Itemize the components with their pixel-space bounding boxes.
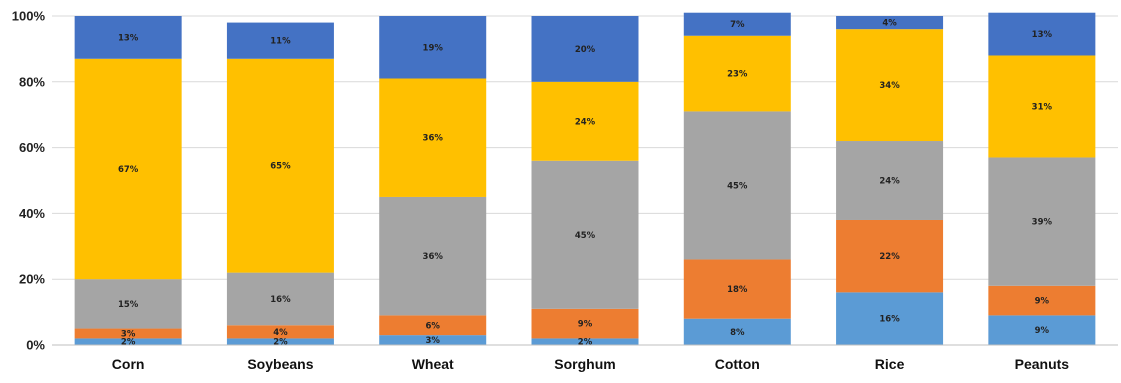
- x-tick-label: Peanuts: [1015, 356, 1070, 372]
- bar-segment: [531, 81, 639, 161]
- data-label: 36%: [423, 252, 444, 262]
- bar-segment: [531, 16, 639, 82]
- data-label: 39%: [1032, 218, 1053, 228]
- y-tick-label: 100%: [12, 9, 46, 24]
- data-label: 31%: [1032, 102, 1053, 112]
- data-label: 34%: [879, 81, 900, 91]
- y-tick-label: 60%: [19, 140, 45, 155]
- bars: [74, 12, 1096, 345]
- data-label: 9%: [1035, 326, 1050, 336]
- bar-segment: [379, 196, 487, 316]
- bar-segment: [988, 157, 1096, 286]
- data-label: 9%: [1035, 297, 1050, 307]
- bar-segment: [988, 12, 1096, 56]
- data-label: 3%: [121, 329, 136, 339]
- data-label: 16%: [270, 295, 291, 305]
- bar-segment: [74, 58, 182, 280]
- data-label: 65%: [270, 162, 291, 172]
- bar-segment: [226, 338, 334, 345]
- data-label: 67%: [118, 165, 139, 175]
- x-axis: Corn Soybeans Wheat Sorghum Cotton Rice Peanut…: [52, 344, 1118, 372]
- x-tick-label: Corn: [112, 356, 145, 372]
- bar-segment: [988, 285, 1096, 316]
- data-label: 11%: [270, 37, 291, 47]
- data-labels: 2%3%15%67%13%2%4%16%65%11%3%6%36%36%19%2…: [118, 19, 1053, 348]
- bar-segment: [226, 58, 334, 273]
- data-label: 6%: [425, 321, 440, 331]
- y-tick-label: 40%: [19, 206, 45, 221]
- bar-segment: [836, 29, 944, 142]
- data-label: 16%: [879, 315, 900, 325]
- data-label: 22%: [879, 252, 900, 262]
- data-label: 23%: [727, 70, 748, 80]
- data-label: 20%: [575, 45, 596, 55]
- bar-segment: [683, 35, 791, 112]
- data-label: 19%: [423, 43, 444, 53]
- bar-segment: [531, 308, 639, 339]
- bar-segment: [836, 219, 944, 293]
- data-label: 24%: [575, 117, 596, 127]
- bar-segment: [836, 292, 944, 345]
- y-tick-label: 80%: [19, 74, 45, 89]
- bar-segment: [74, 328, 182, 339]
- bar-segment: [683, 111, 791, 260]
- data-label: 4%: [273, 328, 288, 338]
- bar-segment: [988, 315, 1096, 345]
- bar-segment: [74, 279, 182, 329]
- data-label: 4%: [882, 19, 897, 29]
- x-tick-label: Wheat: [412, 356, 454, 372]
- x-tick-label: Rice: [875, 356, 905, 372]
- data-label: 2%: [578, 338, 593, 348]
- bar-segment: [531, 338, 639, 345]
- bar-segment: [683, 259, 791, 319]
- bar-segment: [683, 318, 791, 345]
- data-label: 13%: [118, 33, 139, 43]
- y-tick-label: 20%: [19, 272, 45, 287]
- data-label: 36%: [423, 134, 444, 144]
- bar-segment: [379, 78, 487, 197]
- bar-segment: [226, 22, 334, 59]
- data-label: 9%: [578, 320, 593, 330]
- bar-segment: [988, 55, 1096, 158]
- data-label: 7%: [730, 20, 745, 30]
- data-label: 13%: [1032, 30, 1053, 40]
- data-label: 2%: [273, 338, 288, 348]
- data-label: 15%: [118, 300, 139, 310]
- bar-segment: [683, 12, 791, 36]
- x-tick-label: Sorghum: [554, 356, 615, 372]
- bar-segment: [74, 338, 182, 345]
- y-tick-label: 0%: [26, 338, 45, 353]
- bar-segment: [74, 16, 182, 59]
- bar-segment: [836, 16, 944, 30]
- data-label: 18%: [727, 285, 748, 295]
- bar-segment: [379, 315, 487, 336]
- data-label: 45%: [575, 231, 596, 241]
- bar-segment: [836, 141, 944, 220]
- x-tick-label: Cotton: [715, 356, 760, 372]
- bar-segment: [379, 16, 487, 79]
- data-label: 24%: [879, 177, 900, 187]
- x-tick-label: Soybeans: [247, 356, 313, 372]
- data-label: 45%: [727, 181, 748, 191]
- data-label: 3%: [425, 336, 440, 346]
- bar-segment: [531, 160, 639, 309]
- data-label: 8%: [730, 328, 745, 338]
- bar-segment: [226, 325, 334, 339]
- data-label: 2%: [121, 338, 136, 348]
- bar-segment: [379, 335, 487, 345]
- bar-segment: [226, 272, 334, 326]
- y-axis: 0% 20% 40% 60% 80% 100%: [12, 9, 46, 353]
